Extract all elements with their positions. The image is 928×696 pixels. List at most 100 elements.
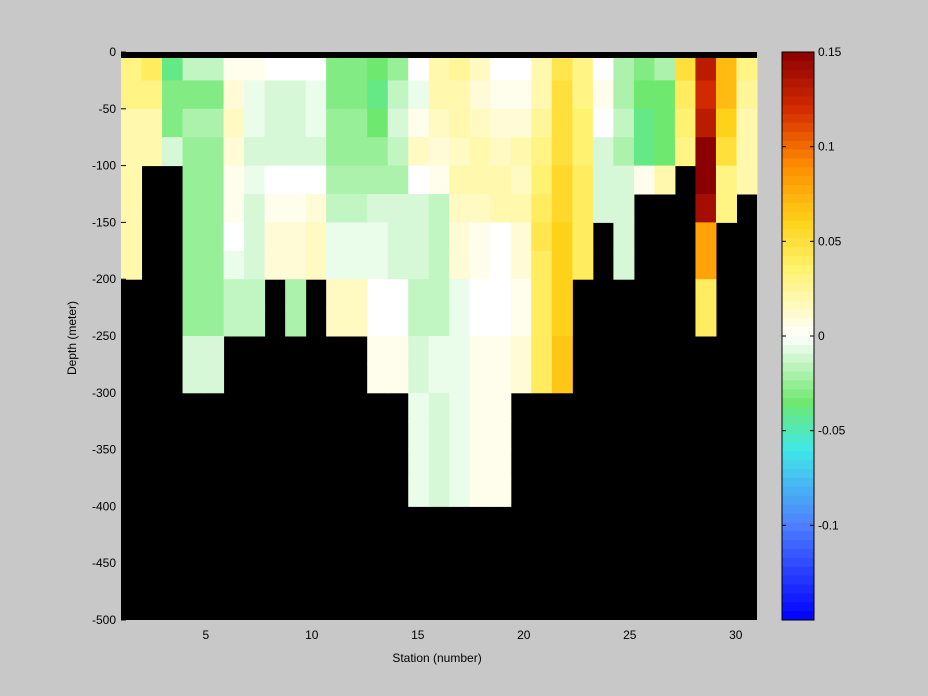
heatmap-plot [121,52,758,620]
colorbar-segment [782,185,814,195]
heatmap-cell [510,364,532,394]
heatmap-cell [469,421,491,451]
heatmap-cell [613,165,635,195]
heatmap-cell [428,364,450,394]
heatmap-cell [469,478,491,507]
colorbar-segment [782,478,814,488]
heatmap-cell [695,80,717,110]
heatmap-cell [121,250,143,280]
heatmap-cell [367,336,389,365]
heatmap-cell [510,336,532,365]
heatmap-cell [449,421,471,451]
heatmap-cell [633,137,655,167]
heatmap-cell [613,80,635,110]
heatmap-cell [244,137,266,167]
heatmap-cell [715,108,737,138]
colorbar-segment [782,362,814,373]
colorbar-segment [782,611,814,621]
heatmap-cell [223,165,245,195]
heatmap-cell [408,108,430,138]
heatmap-cell [162,80,184,110]
heatmap-cell [490,364,512,394]
heatmap-cell [244,108,266,138]
heatmap-cell [490,222,512,252]
colorbar-segment [782,131,814,142]
heatmap-cell [551,336,573,365]
heatmap-cell [572,137,594,167]
heatmap-cell [490,165,512,195]
heatmap-cell [510,108,532,138]
heatmap-cell [387,80,409,110]
x-tick-label: 30 [729,628,743,642]
heatmap-cell [469,392,491,422]
heatmap-cell [285,58,307,81]
heatmap-cell [121,58,143,81]
heatmap-cell [285,250,307,280]
heatmap-cell [182,307,204,337]
x-tick-label: 10 [305,628,319,642]
heatmap-cell [572,58,594,81]
heatmap-cell [613,108,635,138]
heatmap-cell [326,80,348,110]
heatmap-cell [715,80,737,110]
heatmap-cell [490,279,512,309]
heatmap-cell [428,137,450,167]
heatmap-cell [633,108,655,138]
colorbar-segment [782,531,814,541]
colorbar-segment [782,344,814,355]
y-axis-label: Depth (meter) [65,301,79,375]
heatmap-cell [449,194,471,223]
colorbar-segment [782,575,814,586]
heatmap-cell [531,307,553,337]
heatmap-cell [572,80,594,110]
heatmap-cell [531,194,553,223]
heatmap-cell [674,80,696,110]
heatmap-cell [182,80,204,110]
heatmap-cell [510,279,532,309]
heatmap-cell [387,364,409,394]
heatmap-cell [223,222,245,252]
heatmap-cell [203,194,225,223]
heatmap-cell [531,222,553,252]
heatmap-cell [326,307,348,337]
colorbar-segment [782,336,814,346]
heatmap-cell [408,336,430,365]
heatmap-cell [510,80,532,110]
heatmap-cell [408,58,430,81]
heatmap-cell [162,58,184,81]
heatmap-cell [182,279,204,309]
heatmap-cell [408,307,430,337]
heatmap-cell [490,250,512,280]
colorbar-segment [782,318,814,328]
heatmap-cell [305,194,327,223]
heatmap-cell [244,250,266,280]
heatmap-cell [469,279,491,309]
heatmap-cell [387,108,409,138]
heatmap-cell [121,80,143,110]
heatmap-cell [572,222,594,252]
heatmap-cell [695,165,717,195]
heatmap-cell [182,336,204,365]
heatmap-cell [428,392,450,422]
heatmap-cell [346,165,368,195]
heatmap-cell [510,137,532,167]
heatmap-cell [551,165,573,195]
heatmap-cell [469,194,491,223]
heatmap-cell [715,137,737,167]
heatmap-cell [203,222,225,252]
heatmap-cell [428,279,450,309]
heatmap-cell [695,108,717,138]
colorbar-segment [782,256,814,266]
heatmap-cell [182,58,204,81]
heatmap-cell [285,80,307,110]
heatmap-cell [469,250,491,280]
heatmap-cell [572,250,594,280]
colorbar-segment [782,353,814,364]
colorbar-segment [782,149,814,160]
heatmap-cell [387,222,409,252]
heatmap-cell [223,250,245,280]
heatmap-cell [654,108,676,138]
heatmap-cell [695,307,717,337]
heatmap-cell [326,108,348,138]
